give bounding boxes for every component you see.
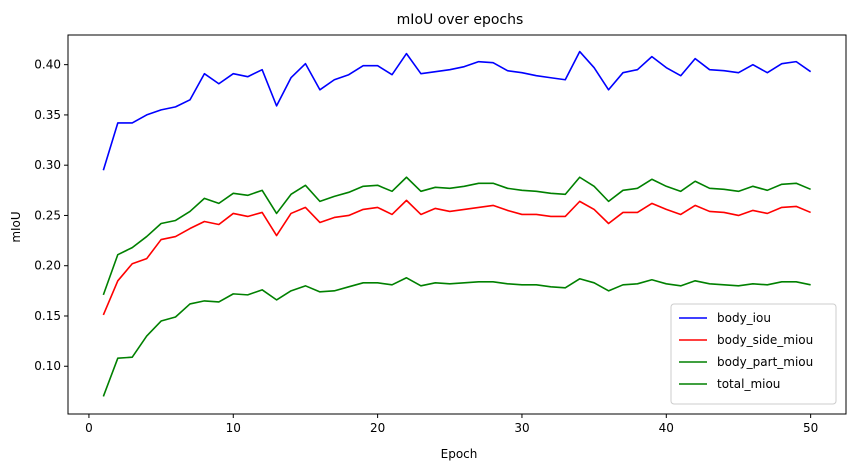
x-tick-label: 40 — [659, 421, 674, 435]
y-tick-label: 0.25 — [34, 208, 61, 222]
x-tick-label: 10 — [226, 421, 241, 435]
legend-label: body_part_miou — [717, 355, 813, 369]
series-line-body-side-miou — [102, 199, 811, 316]
legend-label: body_iou — [717, 311, 771, 325]
y-axis-label: mIoU — [9, 211, 23, 242]
y-tick-label: 0.15 — [34, 309, 61, 323]
legend: body_iou body_side_miou body_part_mioutota… — [670, 303, 837, 405]
series-line-body-iou — [102, 50, 812, 171]
x-tick-label: 0 — [85, 421, 93, 435]
y-tick-label: 0.30 — [34, 158, 61, 172]
x-axis-label: Epoch — [441, 447, 478, 461]
y-tick-label: 0.35 — [34, 108, 61, 122]
axes-frame — [67, 34, 847, 415]
legend-label: total_miou — [717, 377, 780, 391]
x-axis-ticks: 0 10 20 30 40 50 — [85, 414, 818, 435]
plot-area — [102, 50, 812, 397]
legend-box — [670, 303, 837, 405]
x-tick-label: 30 — [514, 421, 529, 435]
legend-label: body_side_miou — [717, 333, 813, 347]
y-tick-label: 0.40 — [34, 58, 61, 72]
y-axis-ticks: 0.10 0.15 0.20 0.25 0.30 0.35 0.40 — [34, 58, 68, 373]
y-tick-label: 0.10 — [34, 359, 61, 373]
x-tick-label: 50 — [803, 421, 818, 435]
y-tick-label: 0.20 — [34, 259, 61, 273]
series-line-body-part-miou — [102, 276, 811, 397]
series-line-total-miou — [102, 176, 811, 296]
x-tick-label: 20 — [370, 421, 385, 435]
chart-title: mIoU over epochs — [397, 12, 524, 28]
